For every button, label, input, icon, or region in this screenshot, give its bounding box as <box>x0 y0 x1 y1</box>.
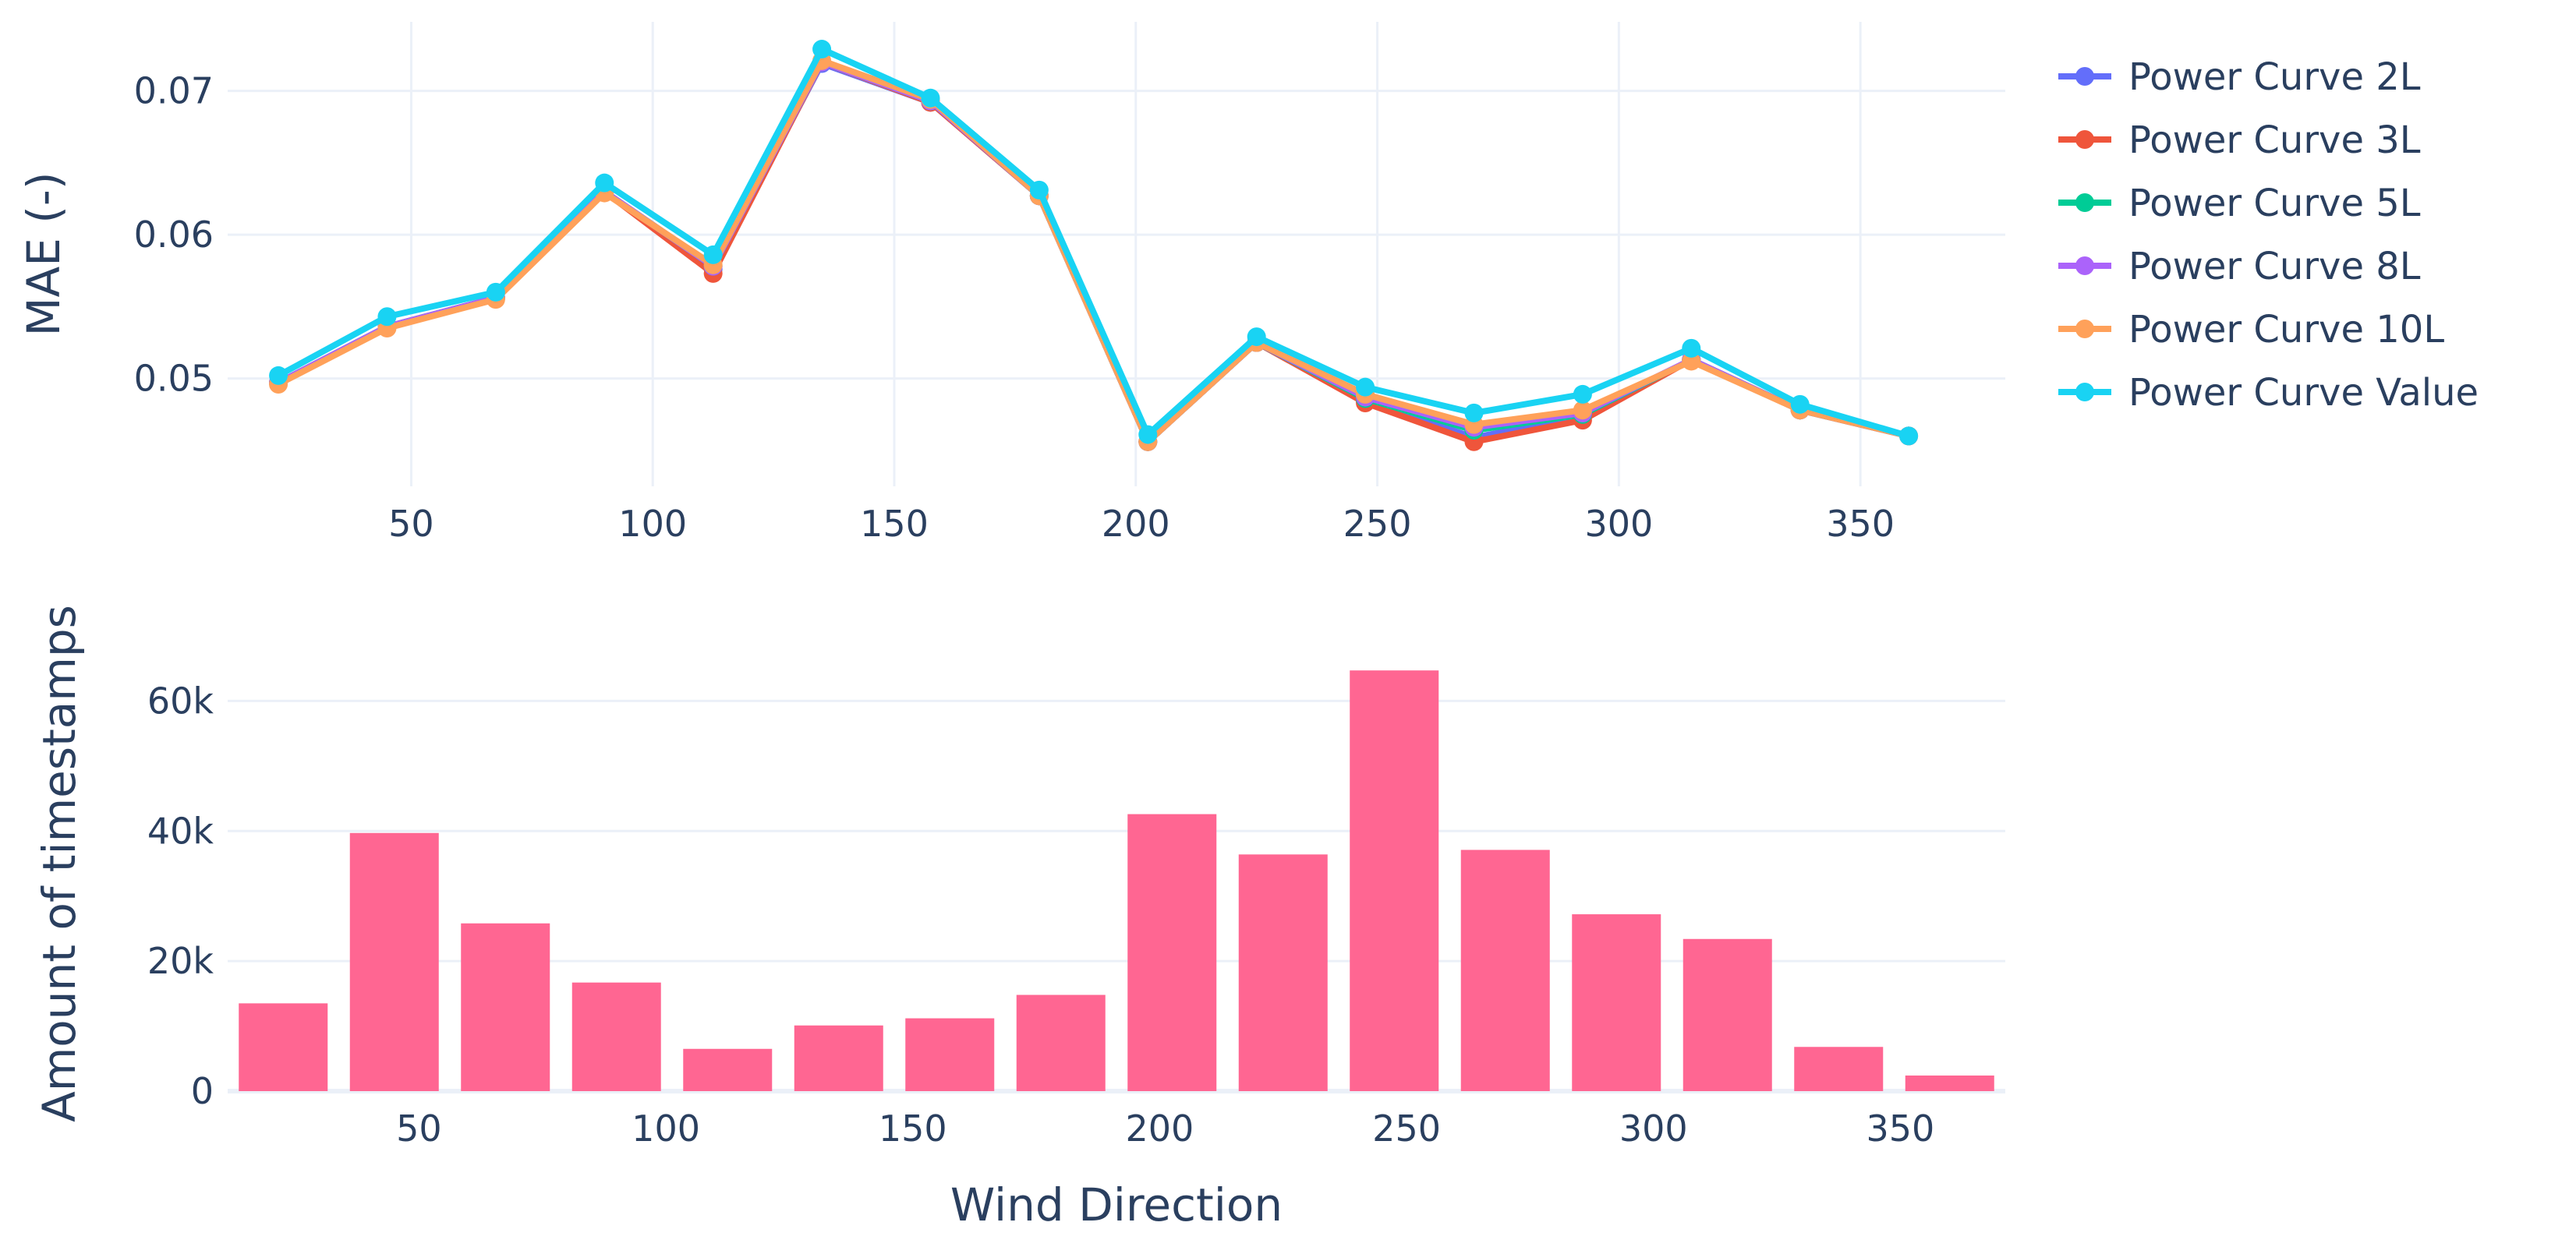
count-y-tick-label: 0 <box>191 1070 214 1112</box>
count-bar <box>1460 850 1550 1091</box>
count-bar <box>683 1048 773 1091</box>
legend-swatch-marker <box>2075 320 2094 338</box>
x-axis-title: Wind Direction <box>950 1178 1283 1231</box>
mae-series-line <box>277 58 1910 445</box>
mae-data-point <box>1247 327 1266 347</box>
legend-item[interactable]: Power Curve 8L <box>2058 245 2421 288</box>
count-bar <box>1683 938 1772 1091</box>
legend-label: Power Curve 8L <box>2128 245 2421 288</box>
mae-data-point <box>1899 426 1919 446</box>
mae-x-tick-label: 350 <box>1826 503 1895 545</box>
mae-data-point <box>812 40 832 59</box>
legend-label: Power Curve Value <box>2128 371 2479 415</box>
legend-swatch-marker <box>2075 130 2094 149</box>
count-y-tick-label: 40k <box>147 810 214 852</box>
count-bar <box>1572 914 1661 1091</box>
count-x-tick-label: 150 <box>879 1107 947 1150</box>
legend-item[interactable]: Power Curve 2L <box>2058 55 2421 99</box>
count-y-tick-label: 60k <box>147 680 214 722</box>
mae-data-point <box>486 282 505 302</box>
mae-series-line <box>277 58 1910 445</box>
legend-swatch-marker <box>2075 193 2094 212</box>
count-x-tick-label: 200 <box>1126 1107 1194 1150</box>
mae-data-point <box>703 245 723 264</box>
legend[interactable]: Power Curve 2L Power Curve 3L Power Curve … <box>2058 55 2479 415</box>
legend-swatch-marker <box>2075 67 2094 86</box>
mae-data-point <box>1573 384 1592 404</box>
mae-gridlines <box>228 22 2005 486</box>
legend-item[interactable]: Power Curve 5L <box>2058 182 2421 225</box>
count-bar <box>349 832 439 1091</box>
mae-y-axis-title: MAE (-) <box>17 172 70 337</box>
count-bar <box>1238 854 1328 1091</box>
count-bar <box>239 1003 328 1091</box>
legend-label: Power Curve 3L <box>2128 118 2421 162</box>
count-bar <box>1127 814 1217 1091</box>
mae-x-tick-label: 150 <box>860 503 929 545</box>
legend-item[interactable]: Power Curve 10L <box>2058 308 2444 351</box>
legend-item[interactable]: Power Curve Value <box>2058 371 2479 415</box>
count-x-tick-label: 300 <box>1619 1107 1688 1150</box>
mae-series-line <box>277 58 1910 445</box>
mae-y-tick-label: 0.07 <box>134 70 214 112</box>
count-bar <box>461 923 550 1091</box>
mae-data-point <box>1029 180 1049 200</box>
mae-x-tick-label: 50 <box>388 503 434 545</box>
mae-data-point <box>595 173 614 193</box>
legend-label: Power Curve 10L <box>2128 308 2444 351</box>
count-y-tick-label: 20k <box>147 940 214 982</box>
mae-data-point <box>1464 403 1484 422</box>
mae-x-tick-label: 100 <box>618 503 687 545</box>
mae-data-point <box>269 366 288 385</box>
count-x-tick-label: 100 <box>632 1107 700 1150</box>
count-bar <box>794 1025 883 1091</box>
count-x-tick-label: 350 <box>1867 1107 1935 1150</box>
count-x-tick-label: 50 <box>396 1107 442 1150</box>
mae-series-line <box>277 60 1910 445</box>
count-y-axis-title: Amount of timestamps <box>33 605 86 1122</box>
mae-data-point <box>1356 377 1375 397</box>
mae-data-point <box>1790 394 1810 414</box>
legend-label: Power Curve 2L <box>2128 55 2421 99</box>
count-bars <box>239 670 1994 1091</box>
legend-item[interactable]: Power Curve 3L <box>2058 118 2421 162</box>
count-bar <box>1905 1075 1994 1091</box>
mae-data-point <box>1573 401 1592 420</box>
mae-data-point <box>1138 425 1158 444</box>
tick-labels: 50 100 150 200 250 300 350 0.05 0.06 0.07 0 20k 40k 6… <box>134 70 1935 1150</box>
count-bar <box>1794 1047 1884 1091</box>
count-bar <box>905 1018 995 1091</box>
mae-series-line <box>277 57 1910 445</box>
count-x-tick-label: 250 <box>1372 1107 1441 1150</box>
legend-swatch-marker <box>2075 383 2094 401</box>
mae-x-tick-label: 200 <box>1102 503 1170 545</box>
mae-data-point <box>1682 338 1701 358</box>
legend-swatch-marker <box>2075 256 2094 275</box>
mae-data-point <box>1682 351 1701 371</box>
mae-x-tick-label: 250 <box>1343 503 1412 545</box>
mae-x-tick-label: 300 <box>1584 503 1653 545</box>
mae-y-tick-label: 0.06 <box>134 214 214 256</box>
count-bar <box>1350 670 1439 1091</box>
mae-lines <box>269 40 1919 451</box>
mae-data-point <box>377 307 397 327</box>
mae-series-line <box>277 46 1910 440</box>
legend-label: Power Curve 5L <box>2128 182 2421 225</box>
count-bar <box>571 982 661 1091</box>
count-bar <box>1016 994 1106 1091</box>
mae-data-point <box>921 88 940 108</box>
mae-y-tick-label: 0.05 <box>134 358 214 400</box>
